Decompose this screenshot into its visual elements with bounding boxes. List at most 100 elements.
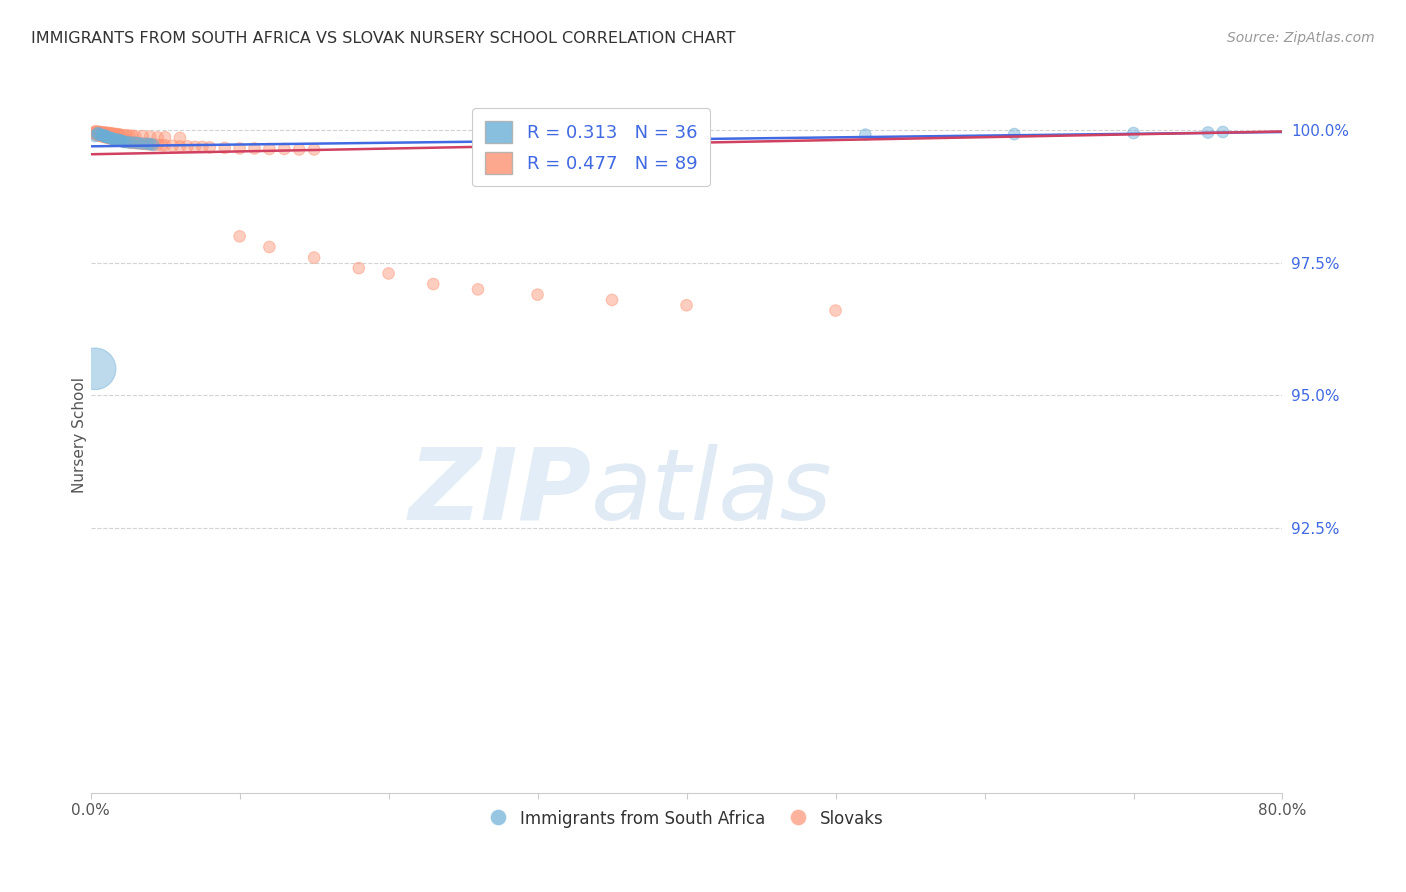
Point <box>191 140 214 154</box>
Point <box>84 361 107 376</box>
Text: ZIP: ZIP <box>408 443 591 541</box>
Point <box>243 141 266 155</box>
Point <box>101 132 124 146</box>
Point <box>84 128 107 143</box>
Point <box>101 127 124 141</box>
Point <box>422 277 444 291</box>
Point <box>97 130 120 145</box>
Point <box>347 261 370 276</box>
Point <box>139 129 162 144</box>
Point <box>120 136 142 150</box>
Point <box>111 134 134 148</box>
Point <box>169 139 191 153</box>
Point <box>108 133 131 147</box>
Point <box>94 129 117 144</box>
Point <box>198 140 221 154</box>
Text: atlas: atlas <box>591 443 832 541</box>
Point <box>100 131 122 145</box>
Point <box>104 132 127 146</box>
Point <box>97 131 120 145</box>
Point <box>112 135 135 149</box>
Point <box>1122 126 1144 140</box>
Point <box>94 128 117 143</box>
Point <box>273 142 295 156</box>
Point <box>132 129 155 144</box>
Point <box>153 138 176 153</box>
Point <box>136 137 159 152</box>
Point <box>86 128 108 142</box>
Point <box>108 133 131 147</box>
Point <box>1002 127 1025 141</box>
Point <box>103 132 125 146</box>
Point <box>83 126 105 140</box>
Point <box>87 128 110 143</box>
Point <box>118 128 141 143</box>
Point <box>853 128 876 142</box>
Point <box>93 129 115 144</box>
Point <box>100 131 122 145</box>
Point <box>184 140 207 154</box>
Point <box>103 132 125 146</box>
Point <box>228 229 250 244</box>
Point <box>89 125 111 139</box>
Point <box>100 127 122 141</box>
Point <box>153 130 176 145</box>
Point <box>94 126 117 140</box>
Point <box>142 137 165 152</box>
Point <box>259 240 281 254</box>
Point <box>114 135 136 149</box>
Point <box>94 129 117 144</box>
Text: IMMIGRANTS FROM SOUTH AFRICA VS SLOVAK NURSERY SCHOOL CORRELATION CHART: IMMIGRANTS FROM SOUTH AFRICA VS SLOVAK N… <box>31 31 735 46</box>
Point <box>121 136 143 150</box>
Point <box>96 126 118 140</box>
Point <box>94 130 117 145</box>
Point <box>124 136 146 150</box>
Point <box>101 132 124 146</box>
Point <box>110 133 132 147</box>
Point <box>136 136 159 151</box>
Point <box>117 135 139 149</box>
Point <box>98 131 121 145</box>
Point <box>87 125 110 139</box>
Point <box>600 293 623 307</box>
Point <box>124 129 146 144</box>
Point <box>146 137 169 152</box>
Point <box>824 303 846 318</box>
Point <box>89 128 111 143</box>
Point <box>114 135 136 149</box>
Point <box>134 136 156 151</box>
Point <box>115 128 138 143</box>
Point <box>139 137 162 152</box>
Point <box>288 143 311 157</box>
Point <box>127 136 149 150</box>
Point <box>96 130 118 145</box>
Point <box>121 128 143 143</box>
Point <box>107 132 129 146</box>
Point <box>107 127 129 141</box>
Point <box>120 136 142 150</box>
Point <box>228 141 250 155</box>
Point <box>84 124 107 138</box>
Point <box>93 126 115 140</box>
Point <box>259 142 281 156</box>
Point <box>110 133 132 147</box>
Legend: Immigrants from South Africa, Slovaks: Immigrants from South Africa, Slovaks <box>482 803 890 834</box>
Point <box>150 138 173 153</box>
Text: Source: ZipAtlas.com: Source: ZipAtlas.com <box>1227 31 1375 45</box>
Point <box>302 143 325 157</box>
Point <box>132 136 155 151</box>
Y-axis label: Nursery School: Nursery School <box>72 377 87 493</box>
Point <box>142 137 165 152</box>
Point <box>101 132 124 146</box>
Point <box>467 282 489 296</box>
Point <box>162 138 184 153</box>
Point <box>91 126 114 140</box>
Point <box>176 139 198 153</box>
Point <box>97 126 120 140</box>
Point <box>91 128 114 143</box>
Point <box>87 127 110 141</box>
Point <box>107 133 129 147</box>
Point <box>139 137 162 152</box>
Point <box>302 251 325 265</box>
Point <box>98 131 121 145</box>
